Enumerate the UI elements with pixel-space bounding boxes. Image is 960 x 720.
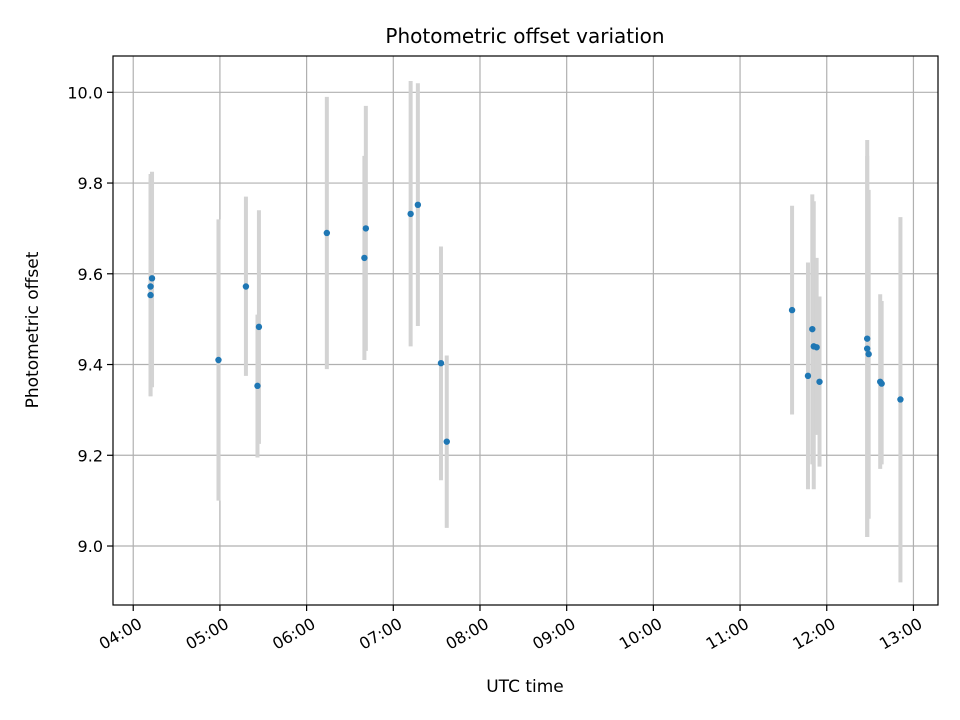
data-points	[147, 201, 904, 445]
y-tick-label: 9.4	[78, 356, 103, 375]
x-tick-label: 08:00	[443, 614, 492, 654]
data-point	[255, 323, 263, 331]
data-point	[254, 382, 261, 390]
axes-frame	[112, 55, 939, 606]
data-point	[864, 335, 871, 342]
data-point	[407, 210, 414, 218]
data-point	[788, 306, 796, 314]
data-point	[361, 254, 368, 262]
y-tick-label: 9.0	[78, 537, 103, 556]
data-point	[215, 356, 222, 364]
data-point	[865, 350, 872, 358]
x-tick-label: 13:00	[876, 614, 925, 654]
x-tick-label: 09:00	[529, 614, 578, 654]
y-axis-title: Photometric offset	[23, 251, 43, 408]
grid-lines	[113, 56, 938, 605]
x-tick-label: 12:00	[789, 614, 838, 654]
data-point	[816, 378, 823, 385]
data-point	[443, 438, 450, 445]
data-point	[148, 275, 156, 282]
x-tick-label: 11:00	[703, 614, 752, 654]
data-point	[147, 291, 154, 299]
data-point	[437, 359, 445, 367]
data-point	[897, 396, 904, 403]
chart-title: Photometric offset variation	[385, 24, 664, 48]
data-point	[147, 283, 154, 290]
y-tick-label: 9.2	[78, 446, 103, 465]
data-point	[242, 283, 250, 290]
x-axis-title: UTC time	[486, 677, 564, 697]
y-tick-label: 9.6	[78, 265, 103, 284]
y-tick-label: 9.8	[78, 174, 103, 193]
data-point	[362, 225, 370, 232]
x-tick-label: 10:00	[616, 614, 665, 654]
data-point	[864, 345, 871, 352]
data-point	[813, 344, 820, 351]
data-point	[804, 372, 812, 380]
data-point	[414, 201, 422, 209]
x-tick-label: 06:00	[269, 614, 318, 654]
axis-ticks: 04:00 05:00 06:00 07:00 08:00 09:00 10:00 11:00…	[67, 83, 925, 653]
data-point	[878, 380, 885, 387]
x-tick-label: 07:00	[356, 614, 405, 654]
error-bars	[148, 80, 903, 583]
x-tick-label: 05:00	[182, 614, 231, 654]
x-tick-label: 04:00	[96, 614, 145, 654]
data-point	[323, 229, 331, 237]
data-point	[809, 325, 816, 333]
y-tick-label: 10.0	[67, 83, 103, 102]
